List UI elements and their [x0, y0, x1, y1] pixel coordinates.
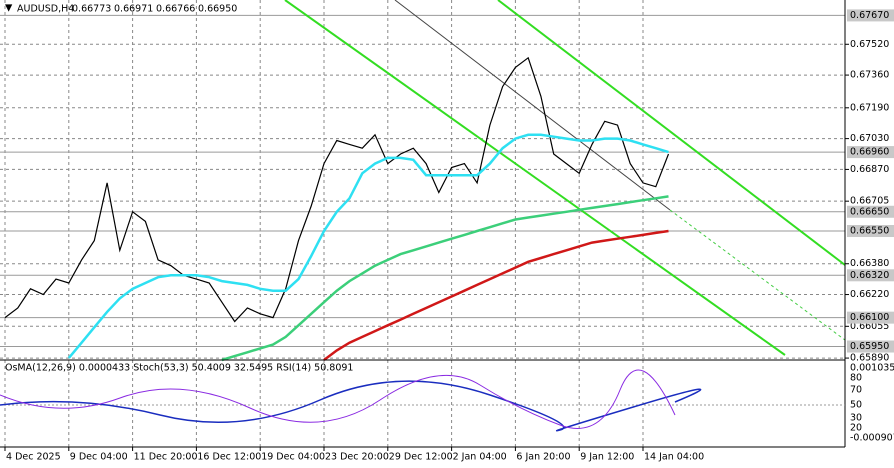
level-label: 0.66320 — [850, 270, 889, 281]
trend-line — [669, 209, 846, 341]
indicator-scale-label: 80 — [850, 373, 862, 384]
y-tick-label: 0.66705 — [850, 196, 889, 207]
indicator-title: OsMA(12,26,9) 0.0000433 Stoch(53,3) 50.4… — [5, 363, 353, 374]
series-line — [4, 56, 670, 323]
indicator-scale-label: 30 — [850, 413, 862, 424]
indicator-scale-label: 50 — [850, 400, 862, 411]
x-tick-label: 19 Dec 04:00 — [261, 452, 325, 463]
x-tick-label: 9 Dec 04:00 — [70, 452, 128, 463]
ohlc: 0.66766 — [156, 4, 195, 15]
indicator-scale-label: 0.0010352 — [850, 363, 894, 374]
indicator-scale-label: 20 — [850, 423, 862, 434]
level-label: 0.66960 — [850, 147, 889, 158]
level-label: 0.66650 — [850, 206, 889, 217]
level-label-box — [847, 311, 894, 324]
y-tick-label: 0.66055 — [850, 321, 889, 332]
x-tick-label: 4 Dec 2025 — [6, 452, 61, 463]
x-tick-label: 16 Dec 12:00 — [197, 452, 261, 463]
trend-line — [394, 0, 671, 211]
symbol-marker: ▼ — [5, 3, 13, 14]
level-label-box — [847, 146, 894, 159]
x-tick-label: 29 Dec 12:00 — [389, 452, 453, 463]
y-tick-label: 0.66220 — [850, 289, 889, 300]
level-label: 0.66550 — [850, 226, 889, 237]
indicator-scale-label: -0.000907 — [850, 433, 894, 444]
ohlc: 0.66971 — [114, 4, 153, 15]
level-label: 0.66100 — [850, 312, 889, 323]
ohlc: 0.66773 — [72, 4, 111, 15]
x-tick-label: 9 Jan 12:00 — [580, 452, 634, 463]
header: ▼ AUDUSD,H4 0.66773 0.66971 0.66766 0.66… — [5, 3, 237, 15]
level-label-box — [847, 340, 894, 353]
y-tick-label: 0.67190 — [850, 102, 889, 113]
indicator-line — [0, 369, 676, 429]
level-label: 0.67670 — [850, 10, 889, 21]
x-tick-label: 6 Jan 20:00 — [516, 452, 570, 463]
channel-line — [284, 0, 786, 356]
series-line — [221, 195, 669, 362]
level-label-box — [847, 269, 894, 282]
y-tick-label: 0.67360 — [850, 70, 889, 81]
grid — [0, 0, 845, 447]
x-tick-label: 23 Dec 20:00 — [325, 452, 389, 463]
series-line — [323, 229, 669, 361]
x-tick-label: 2 Jan 04:00 — [453, 452, 507, 463]
y-tick-label: 0.66870 — [850, 164, 889, 175]
y-tick-label: 0.67030 — [850, 133, 889, 144]
y-tick-label: 0.66380 — [850, 258, 889, 269]
x-tick-label: 11 Dec 20:00 — [134, 452, 198, 463]
indicator-line — [0, 380, 702, 432]
level-label: 0.65950 — [850, 341, 889, 352]
series-line — [67, 133, 669, 359]
symbol-title: AUDUSD,H4 — [17, 4, 74, 15]
y-tick-label: 0.65890 — [850, 353, 889, 364]
channel-line — [497, 0, 846, 266]
indicator-scale-label: 70 — [850, 385, 862, 396]
y-tick-label: 0.67520 — [850, 39, 889, 50]
level-label-box — [847, 9, 894, 22]
level-label-box — [847, 205, 894, 218]
x-tick-label: 14 Jan 04:00 — [644, 452, 704, 463]
level-label-box — [847, 225, 894, 238]
ohlc: 0.66950 — [198, 4, 237, 15]
plot — [4, 56, 670, 362]
